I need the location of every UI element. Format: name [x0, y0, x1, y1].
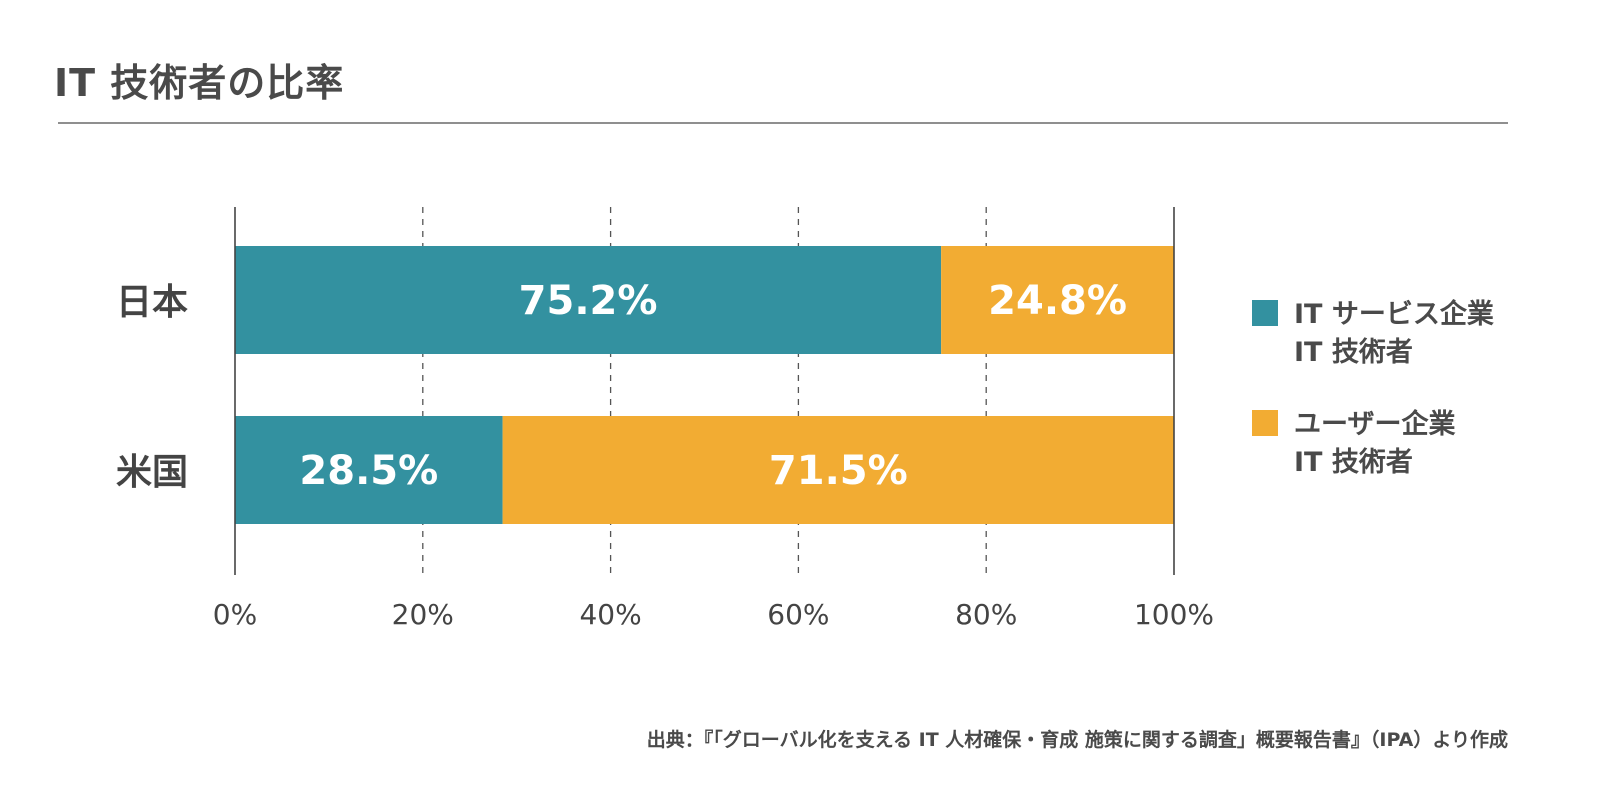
bar-segment [235, 416, 503, 524]
x-tick-label: 100% [1134, 598, 1214, 631]
legend-label-it-service: IT サービス企業 IT 技術者 [1294, 296, 1494, 372]
category-label: 日本 [116, 282, 188, 323]
bar-value-label: 71.5% [769, 448, 908, 494]
legend-label-user-company: ユーザー企業 IT 技術者 [1294, 406, 1455, 482]
legend-item-user-company: ユーザー企業 IT 技術者 [1252, 406, 1494, 482]
legend-label-line: IT サービス企業 [1294, 299, 1494, 330]
source-citation: 出典：『「グローバル化を支える IT 人材確保・育成 施策に関する調査」概要報告… [646, 729, 1508, 751]
x-tick-label: 0% [213, 598, 257, 631]
page-title: IT 技術者の比率 [54, 61, 345, 105]
legend-swatch-it-service [1252, 300, 1278, 326]
legend-label-line: IT 技術者 [1294, 337, 1413, 368]
bar-value-label: 75.2% [519, 278, 658, 324]
title-divider [58, 122, 1508, 124]
x-tick-label: 20% [392, 598, 454, 631]
chart-legend: IT サービス企業 IT 技術者 ユーザー企業 IT 技術者 [1252, 296, 1494, 516]
bar-segment [235, 246, 942, 354]
bar-segment [941, 246, 1174, 354]
legend-swatch-user-company [1252, 410, 1278, 436]
bar-segment [502, 416, 1174, 524]
x-tick-label: 60% [767, 598, 829, 631]
category-label: 米国 [116, 452, 188, 493]
legend-item-it-service: IT サービス企業 IT 技術者 [1252, 296, 1494, 372]
bar-value-label: 28.5% [299, 448, 438, 494]
x-tick-label: 40% [579, 598, 641, 631]
legend-label-line: IT 技術者 [1294, 447, 1413, 478]
x-tick-label: 80% [955, 598, 1017, 631]
legend-label-line: ユーザー企業 [1294, 409, 1456, 440]
bar-value-label: 24.8% [988, 278, 1127, 324]
